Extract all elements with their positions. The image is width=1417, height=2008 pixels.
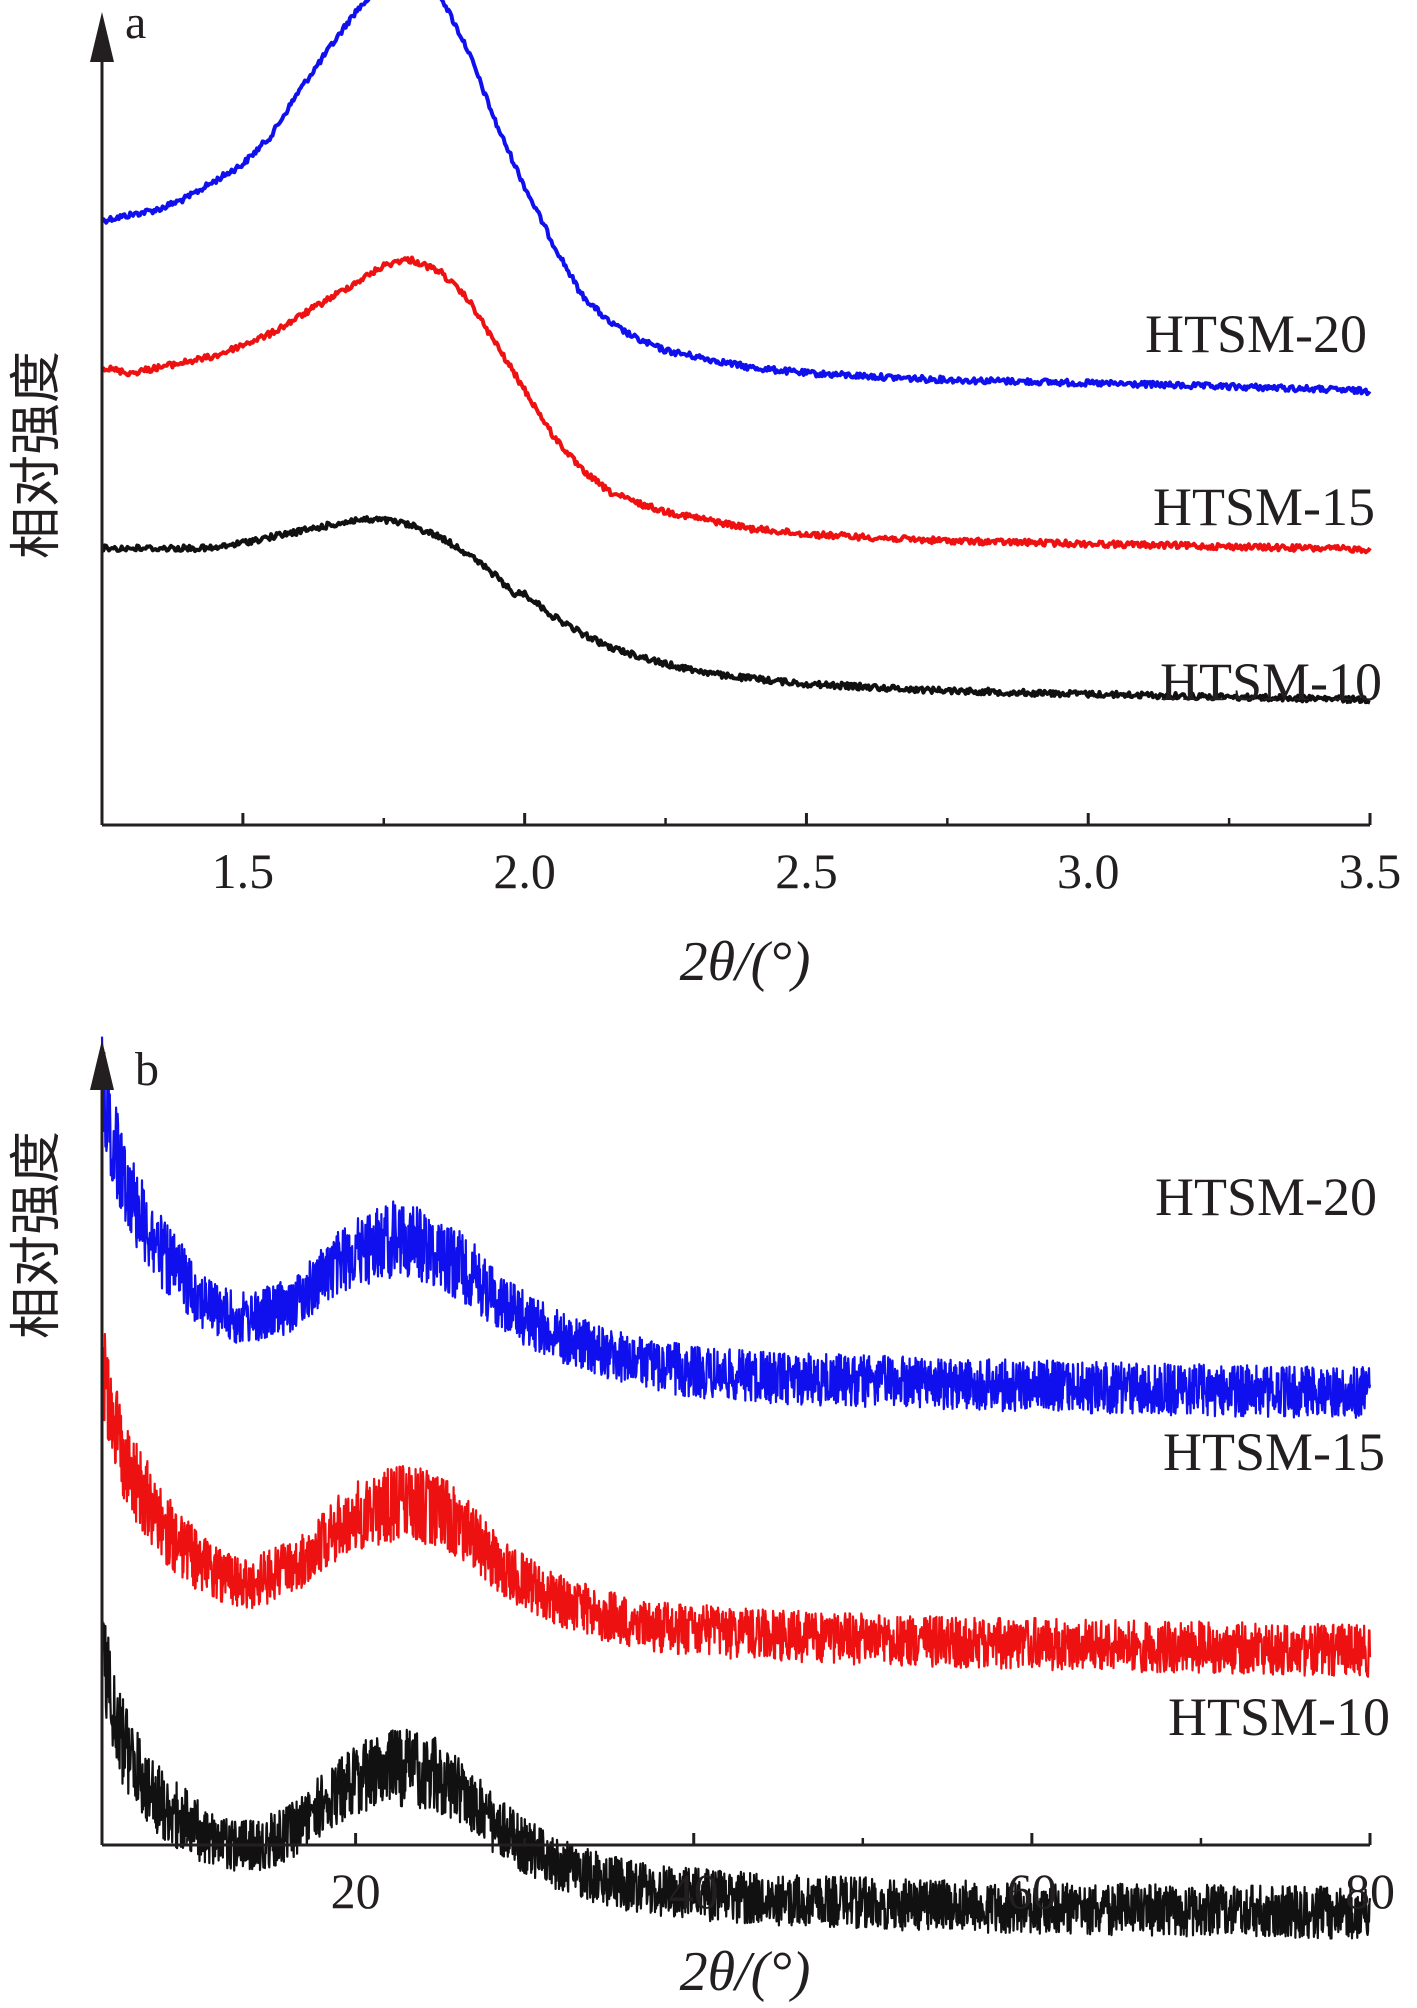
series-line bbox=[100, 1036, 1372, 1419]
panel-b: b 相对强度 20 40 60 80 HTSM-20 HTSM-15 HTSM-10 2θ… bbox=[7, 1036, 1395, 2003]
series-group bbox=[100, 0, 1372, 705]
series-label: HTSM-20 bbox=[1145, 304, 1367, 364]
x-tick-label: 40 bbox=[669, 1863, 719, 1919]
panel-a: a 相对强度 1.5 2.0 2.5 3.0 3.5 HTSM-20HTSM-15HTS… bbox=[7, 0, 1401, 993]
panel-label: a bbox=[125, 0, 146, 49]
x-tick-label: 3.0 bbox=[1057, 843, 1120, 899]
y-axis-arrow bbox=[90, 12, 114, 62]
series-group bbox=[100, 1036, 1372, 1940]
y-axis bbox=[90, 12, 114, 825]
series-label: HTSM-15 bbox=[1153, 477, 1375, 537]
x-axis: 1.5 2.0 2.5 3.0 3.5 bbox=[102, 813, 1401, 899]
x-axis: 20 40 60 80 bbox=[102, 1833, 1395, 1919]
series-line bbox=[100, 1619, 1372, 1940]
series-labels: HTSM-20 HTSM-15 HTSM-10 bbox=[1145, 304, 1382, 712]
x-axis-label: 2θ/(°) bbox=[680, 931, 811, 993]
x-axis-label: 2θ/(°) bbox=[680, 1941, 811, 2003]
x-tick-label: 20 bbox=[331, 1863, 381, 1919]
y-axis-arrow bbox=[90, 1040, 114, 1090]
x-tick-label: 2.0 bbox=[493, 843, 556, 899]
series-label: HTSM-15 bbox=[1163, 1422, 1385, 1482]
x-tick-label: 3.5 bbox=[1339, 843, 1402, 899]
series-line bbox=[100, 255, 1372, 555]
y-axis bbox=[90, 1040, 114, 1845]
series-label: HTSM-20 bbox=[1155, 1167, 1377, 1227]
series-label: HTSM-10 bbox=[1168, 1687, 1390, 1747]
series-line bbox=[101, 515, 1371, 705]
series-line bbox=[100, 1332, 1372, 1678]
x-tick-label: 60 bbox=[1007, 1863, 1057, 1919]
panel-label: b bbox=[135, 1043, 159, 1096]
series-line bbox=[100, 0, 1372, 397]
y-axis-label: 相对强度 bbox=[7, 1131, 67, 1339]
y-axis-label: 相对强度 bbox=[7, 351, 67, 559]
series-label: HTSM-10 bbox=[1160, 652, 1382, 712]
x-tick-label: 1.5 bbox=[212, 843, 275, 899]
x-tick-label: 80 bbox=[1345, 1863, 1395, 1919]
x-tick-label: 2.5 bbox=[775, 843, 838, 899]
series-labels: HTSM-20 HTSM-15 HTSM-10 bbox=[1155, 1167, 1390, 1747]
